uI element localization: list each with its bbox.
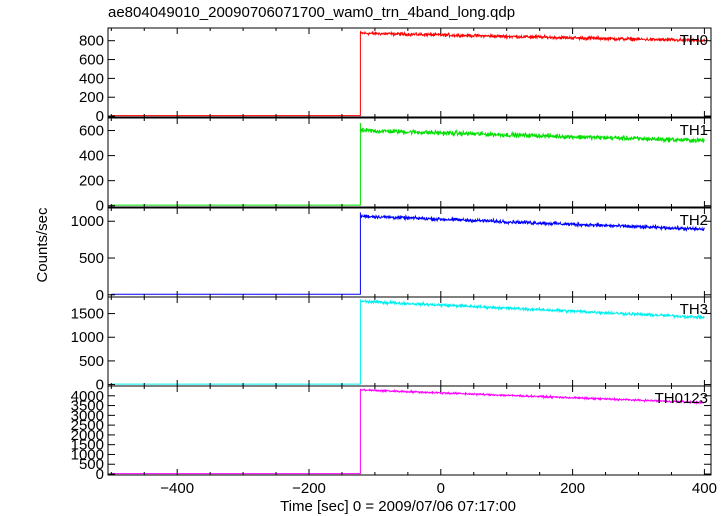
y-tick-label: 0 bbox=[96, 466, 104, 483]
series-line-th3 bbox=[111, 298, 705, 385]
x-axis-label: Time [sec] 0 = 2009/07/06 07:17:00 bbox=[280, 498, 516, 515]
y-tick-label: 1500 bbox=[71, 437, 104, 454]
y-tick-label: 0 bbox=[96, 198, 104, 215]
panel-th3: 0 500 1000 1500 TH3 bbox=[71, 296, 712, 394]
panel-frame bbox=[107, 117, 712, 208]
series-label-th2: TH2 bbox=[680, 212, 708, 229]
panel-frame bbox=[107, 296, 712, 387]
series-line-th2 bbox=[111, 212, 705, 295]
chart-title: ae804049010_20090706071700_wam0_trn_4ban… bbox=[108, 4, 515, 21]
y-tick-label: 500 bbox=[79, 353, 104, 370]
panel-th1: 0 200 400 600 TH1 bbox=[79, 117, 712, 215]
x-tick-label: −400 bbox=[160, 480, 194, 497]
panel-frame bbox=[107, 207, 712, 298]
y-tick-label: 200 bbox=[79, 173, 104, 190]
y-tick-label: 1000 bbox=[71, 329, 104, 346]
y-tick-label: 600 bbox=[79, 52, 104, 69]
y-tick-label: 1000 bbox=[71, 213, 104, 230]
series-line-th1 bbox=[111, 123, 705, 206]
series-line-th0123 bbox=[111, 388, 705, 475]
x-tick-label: 200 bbox=[560, 480, 585, 497]
x-tick-label: 0 bbox=[437, 480, 445, 497]
series-line-th0 bbox=[111, 30, 705, 117]
y-tick-label: 0 bbox=[96, 377, 104, 394]
x-tick-label: 400 bbox=[692, 480, 717, 497]
y-axis-label: Counts/sec bbox=[34, 207, 51, 283]
series-label-th1: TH1 bbox=[680, 122, 708, 139]
y-tick-label: 400 bbox=[79, 70, 104, 87]
y-tick-label: 3000 bbox=[71, 407, 104, 424]
y-tick-label: 0 bbox=[96, 108, 104, 125]
series-label-th0: TH0 bbox=[680, 32, 708, 49]
y-tick-label: 2000 bbox=[71, 427, 104, 444]
y-tick-label: 4000 bbox=[71, 388, 104, 405]
series-label-th3: TH3 bbox=[680, 301, 708, 318]
y-tick-label: 3500 bbox=[71, 398, 104, 415]
x-axis: −400 −200 0 200 400 bbox=[160, 480, 717, 497]
panel-frame bbox=[107, 27, 712, 118]
y-tick-label: 2500 bbox=[71, 417, 104, 434]
y-tick-label: 1000 bbox=[71, 446, 104, 463]
y-tick-label: 1500 bbox=[71, 306, 104, 323]
panel-th2: 0 500 1000 TH2 bbox=[71, 207, 712, 304]
y-tick-label: 400 bbox=[79, 148, 104, 165]
series-label-th0123: TH0123 bbox=[655, 390, 708, 407]
y-tick-label: 0 bbox=[96, 287, 104, 304]
y-tick-label: 200 bbox=[79, 89, 104, 106]
y-tick-label: 800 bbox=[79, 33, 104, 50]
x-tick-label: −200 bbox=[292, 480, 326, 497]
panel-frame bbox=[107, 385, 712, 476]
y-tick-label: 500 bbox=[79, 456, 104, 473]
y-tick-label: 500 bbox=[79, 250, 104, 267]
y-tick-label: 600 bbox=[79, 123, 104, 140]
